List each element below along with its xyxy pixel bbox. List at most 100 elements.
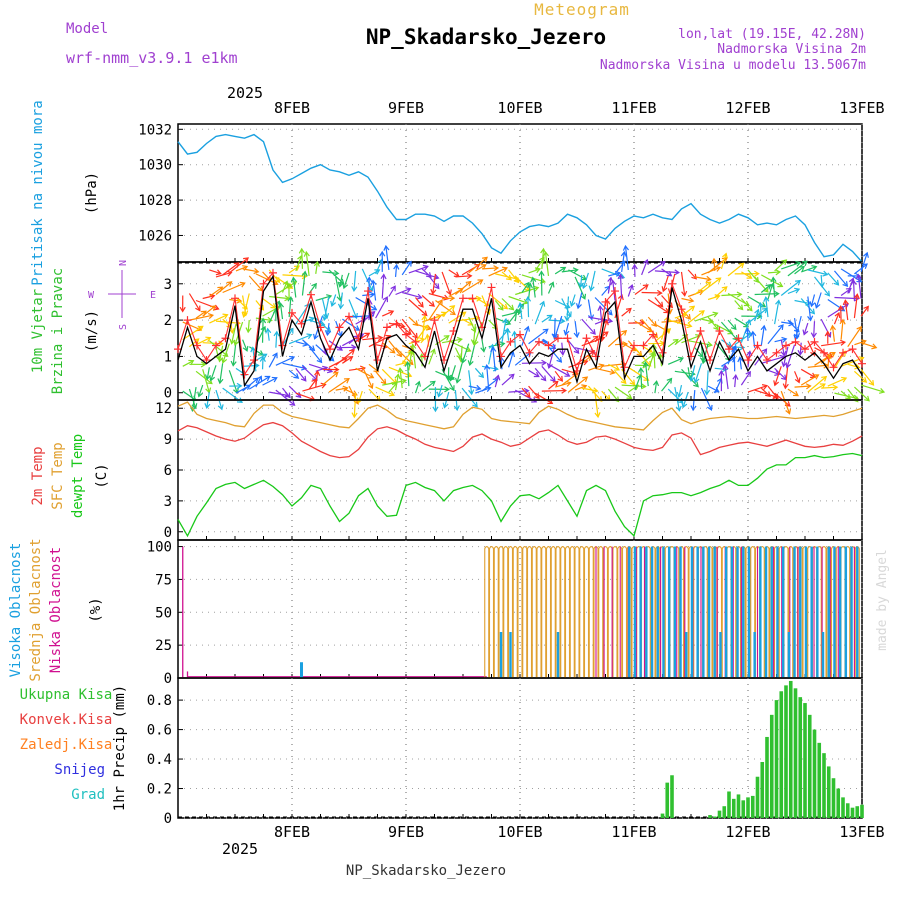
wind-arrow <box>268 352 278 368</box>
wind-arrowhead <box>215 269 222 276</box>
wind-arrowhead <box>774 370 781 376</box>
wind-arrow <box>295 392 315 401</box>
wind-arrowhead <box>188 359 195 366</box>
wind-arrow <box>179 269 182 281</box>
wind-arrow <box>185 276 190 291</box>
wind-arrowhead <box>178 276 183 281</box>
wind-arrow <box>308 346 323 363</box>
model-label: Model <box>66 21 108 37</box>
wind-arrow <box>754 348 767 366</box>
wind-arrowhead <box>642 362 649 369</box>
wind-arrowhead <box>449 295 456 302</box>
wind-arrow <box>242 339 248 352</box>
wind-arrowhead <box>606 309 613 316</box>
wind-speed-line <box>177 274 863 388</box>
wind-gust-marker <box>782 341 790 350</box>
wind-arrowhead <box>621 329 628 336</box>
wind-arrow <box>534 392 553 404</box>
wind-arrow <box>275 389 295 406</box>
wind-arrow <box>395 288 411 296</box>
wind-gust-marker <box>753 341 762 350</box>
wind-gust-marker <box>696 327 705 335</box>
wind-arrow <box>322 271 339 275</box>
wind-arrowhead <box>760 324 767 331</box>
wind-arrow <box>799 342 802 355</box>
wind-gust-marker <box>525 348 534 357</box>
wind-arrowhead <box>483 364 491 370</box>
wind-arrow <box>508 269 520 283</box>
wind-arrow <box>847 326 862 348</box>
wind-arrowhead <box>415 380 421 387</box>
wind-arrow <box>295 367 307 382</box>
wind-arrow <box>302 383 326 392</box>
wind-arrow <box>261 318 264 343</box>
wind-gust-marker <box>430 316 439 325</box>
wind-arrow <box>772 277 776 298</box>
wind-arrowhead <box>389 347 396 354</box>
wind-arrow <box>548 319 565 322</box>
wind-arrow <box>774 367 787 380</box>
wind-arrowhead <box>449 309 456 316</box>
wind-arrowhead <box>689 305 696 312</box>
wind-gust-marker <box>402 330 410 339</box>
wind-arrow <box>255 300 264 311</box>
wind-arrowhead <box>513 308 520 315</box>
wind-arrow <box>608 272 621 277</box>
wind-arrow <box>674 386 681 411</box>
wind-arrowhead <box>354 325 361 331</box>
wind-arrowhead <box>316 357 323 364</box>
pressure-label: Pritisak na nivou mora <box>30 100 46 285</box>
wind-arrowhead <box>582 359 589 366</box>
wind-arrow <box>195 370 213 385</box>
precip-total-bar <box>722 806 727 818</box>
wind-arrowhead <box>656 289 663 297</box>
wind-arrow <box>774 259 787 272</box>
wind-arrow <box>681 334 701 344</box>
wind-gust-marker <box>516 330 524 339</box>
wind-arrowhead <box>390 285 396 292</box>
wind-arrow <box>844 300 849 321</box>
wind-arrowhead <box>681 312 688 319</box>
wind-arrow <box>521 362 546 364</box>
wind-arrowhead <box>743 300 750 307</box>
wind-gust-marker <box>497 352 505 361</box>
wind-arrowhead <box>380 378 387 385</box>
wind-arrow <box>747 308 768 324</box>
cloud-mid-bar <box>488 546 495 678</box>
wind-arrowhead <box>564 371 571 377</box>
wind-arrowhead <box>788 320 795 327</box>
wind-arrow <box>368 388 381 402</box>
wind-arrow <box>302 339 315 351</box>
wind-arrow <box>455 281 472 295</box>
wind-arrow <box>288 369 299 379</box>
wind-arrowhead <box>561 387 568 394</box>
wind-arrowhead <box>542 250 550 257</box>
wind-arrowhead <box>418 301 424 308</box>
wind-arrow <box>820 274 823 287</box>
wind-arrowhead <box>432 406 439 413</box>
wind-arrowhead <box>631 263 638 270</box>
precip-total-bar <box>736 794 741 818</box>
wind-arrow <box>548 363 570 377</box>
wind-gust-marker <box>383 323 391 332</box>
wind-arrowhead <box>322 315 329 322</box>
wind-arrow <box>787 319 800 333</box>
wind-arrow <box>807 296 812 321</box>
wind-arrow <box>547 282 554 294</box>
wind-arrow <box>574 385 587 391</box>
wind-arrowhead <box>179 306 186 313</box>
wind-arrowhead <box>433 283 440 290</box>
wind-arrowhead <box>257 350 264 356</box>
cloud-mid-bar <box>621 546 628 678</box>
wind-arrowhead <box>480 264 487 270</box>
pressure-y-tick-label: 1032 <box>138 122 172 138</box>
compass-w-label: W <box>88 290 95 301</box>
wind-arrow <box>219 363 224 384</box>
wind-arrowhead <box>319 320 326 327</box>
wind-arrow <box>641 259 648 276</box>
wind-arrowhead <box>253 267 260 275</box>
wind-arrow <box>548 346 562 363</box>
wind-arrow <box>634 374 642 391</box>
wind-arrowhead <box>552 380 559 387</box>
wind-arrow <box>301 271 306 296</box>
